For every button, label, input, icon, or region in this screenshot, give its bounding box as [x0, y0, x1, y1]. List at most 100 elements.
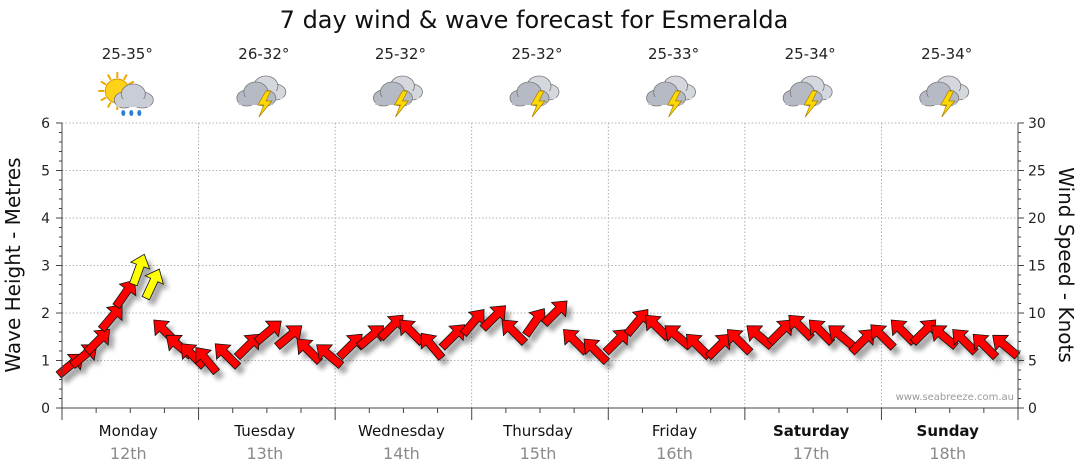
temperature-range: 25-32° [375, 45, 426, 63]
rain-drop [129, 110, 134, 116]
wind-arrow [726, 329, 754, 356]
wind-arrows [55, 253, 1021, 379]
wind-arrow [420, 332, 446, 361]
daily-weather-row: 25-35° 26-32° 25-32° 25-32° 25-33° 25-34° 25-3… [98, 45, 972, 118]
right-axis-title: Wind Speed - Knots [1054, 167, 1078, 363]
left-tick-label: 3 [41, 259, 50, 275]
wind-arrow [583, 338, 610, 366]
lightning-bolt [940, 90, 956, 118]
cloud-base [116, 99, 151, 107]
wind-arrow [83, 329, 110, 356]
temperature-range: 25-35° [102, 45, 153, 63]
wind-arrow [356, 325, 385, 351]
day-name-label: Saturday [773, 422, 850, 440]
storm-cloud-icon [919, 75, 970, 118]
day-date-label: 13th [246, 444, 283, 463]
right-axis-ticks: 0 5 10 15 20 25 30 [1018, 116, 1046, 417]
day-date-label: 16th [656, 444, 693, 463]
wind-arrow [930, 325, 959, 351]
wind-arrow [233, 333, 261, 361]
wind-arrow [766, 319, 793, 347]
wind-arrow [972, 333, 1000, 361]
storm-cloud-icon [646, 75, 696, 118]
day-labels: Monday 12th Tuesday 13th Wednesday 14th Thursd… [61, 408, 1019, 463]
lightning-bolt [393, 90, 410, 118]
wind-arrow [253, 320, 282, 346]
day-date-label: 14th [383, 444, 420, 463]
day-name-label: Tuesday [233, 422, 295, 440]
left-tick-label: 2 [41, 306, 50, 322]
left-tick-label: 1 [41, 354, 50, 370]
day-name-label: Sunday [917, 422, 980, 440]
right-tick-label: 5 [1028, 354, 1037, 370]
wind-arrow [870, 324, 897, 351]
day-date-label: 17th [793, 444, 830, 463]
sun-ray [106, 101, 112, 108]
temperature-range: 25-34° [921, 45, 972, 63]
day-date-label: 18th [929, 444, 966, 463]
temperature-range: 26-32° [238, 45, 289, 63]
right-tick-label: 0 [1028, 401, 1037, 417]
watermark: www.seabreeze.com.au [896, 392, 1014, 403]
temperature-range: 25-34° [785, 45, 836, 63]
left-axis-title: Wave Height - Metres [1, 157, 25, 372]
wind-arrow [992, 334, 1021, 360]
wind-arrow [296, 338, 324, 366]
left-tick-label: 5 [41, 164, 50, 180]
wind-arrow [214, 343, 242, 370]
temperature-range: 25-32° [511, 45, 562, 63]
wind-arrow [808, 319, 836, 347]
right-tick-label: 15 [1028, 259, 1046, 275]
wind-arrow [336, 333, 363, 361]
sun-ray [100, 96, 107, 102]
day-date-label: 12th [110, 444, 147, 463]
wind-arrow [848, 329, 875, 356]
wind-arrow [602, 329, 629, 356]
cloud-base [238, 97, 273, 105]
cloud-base [648, 97, 683, 105]
day-name-label: Friday [652, 422, 698, 440]
cloud-base [375, 97, 410, 105]
storm-cloud-icon [782, 75, 833, 118]
day-name-label: Thursday [502, 422, 573, 440]
right-tick-label: 25 [1028, 164, 1046, 180]
cloud-base [785, 97, 820, 105]
lightning-bolt [257, 90, 273, 118]
day-name-label: Wednesday [358, 422, 445, 440]
left-tick-label: 6 [41, 116, 50, 132]
wind-arrow [541, 300, 568, 328]
storm-cloud-icon [373, 75, 423, 118]
chart-title: 7 day wind & wave forecast for Esmeralda [280, 6, 789, 34]
lightning-bolt [803, 90, 819, 118]
wind-arrow [141, 268, 164, 301]
left-tick-label: 4 [41, 211, 50, 227]
wind-arrow [438, 324, 466, 351]
sun-ray [106, 74, 112, 81]
day-name-label: Monday [99, 422, 158, 440]
wind-arrow [195, 346, 221, 376]
temperature-range: 25-33° [648, 45, 699, 63]
right-tick-label: 30 [1028, 116, 1046, 132]
wind-arrow [112, 279, 137, 310]
lightning-bolt [666, 90, 683, 118]
rain-drop [137, 110, 142, 116]
right-tick-label: 20 [1028, 211, 1046, 227]
left-axis-ticks: 0 1 2 3 4 5 6 [41, 116, 62, 417]
wind-arrow [501, 319, 529, 347]
sun-ray [100, 80, 107, 86]
cloud-base [921, 97, 956, 105]
wind-arrow [129, 253, 151, 287]
storm-cloud-icon [509, 75, 560, 118]
wind-arrow [788, 314, 815, 342]
wind-arrow [316, 344, 345, 370]
wind-arrow [180, 343, 208, 370]
cloud-base [512, 97, 546, 105]
sun-ray [128, 80, 135, 86]
left-tick-label: 0 [41, 401, 50, 417]
rain-drop [121, 110, 126, 116]
lightning-bolt [530, 90, 546, 118]
wind-arrow [97, 304, 123, 333]
right-tick-label: 10 [1028, 306, 1046, 322]
sun-cloud-rain-icon [98, 72, 154, 116]
